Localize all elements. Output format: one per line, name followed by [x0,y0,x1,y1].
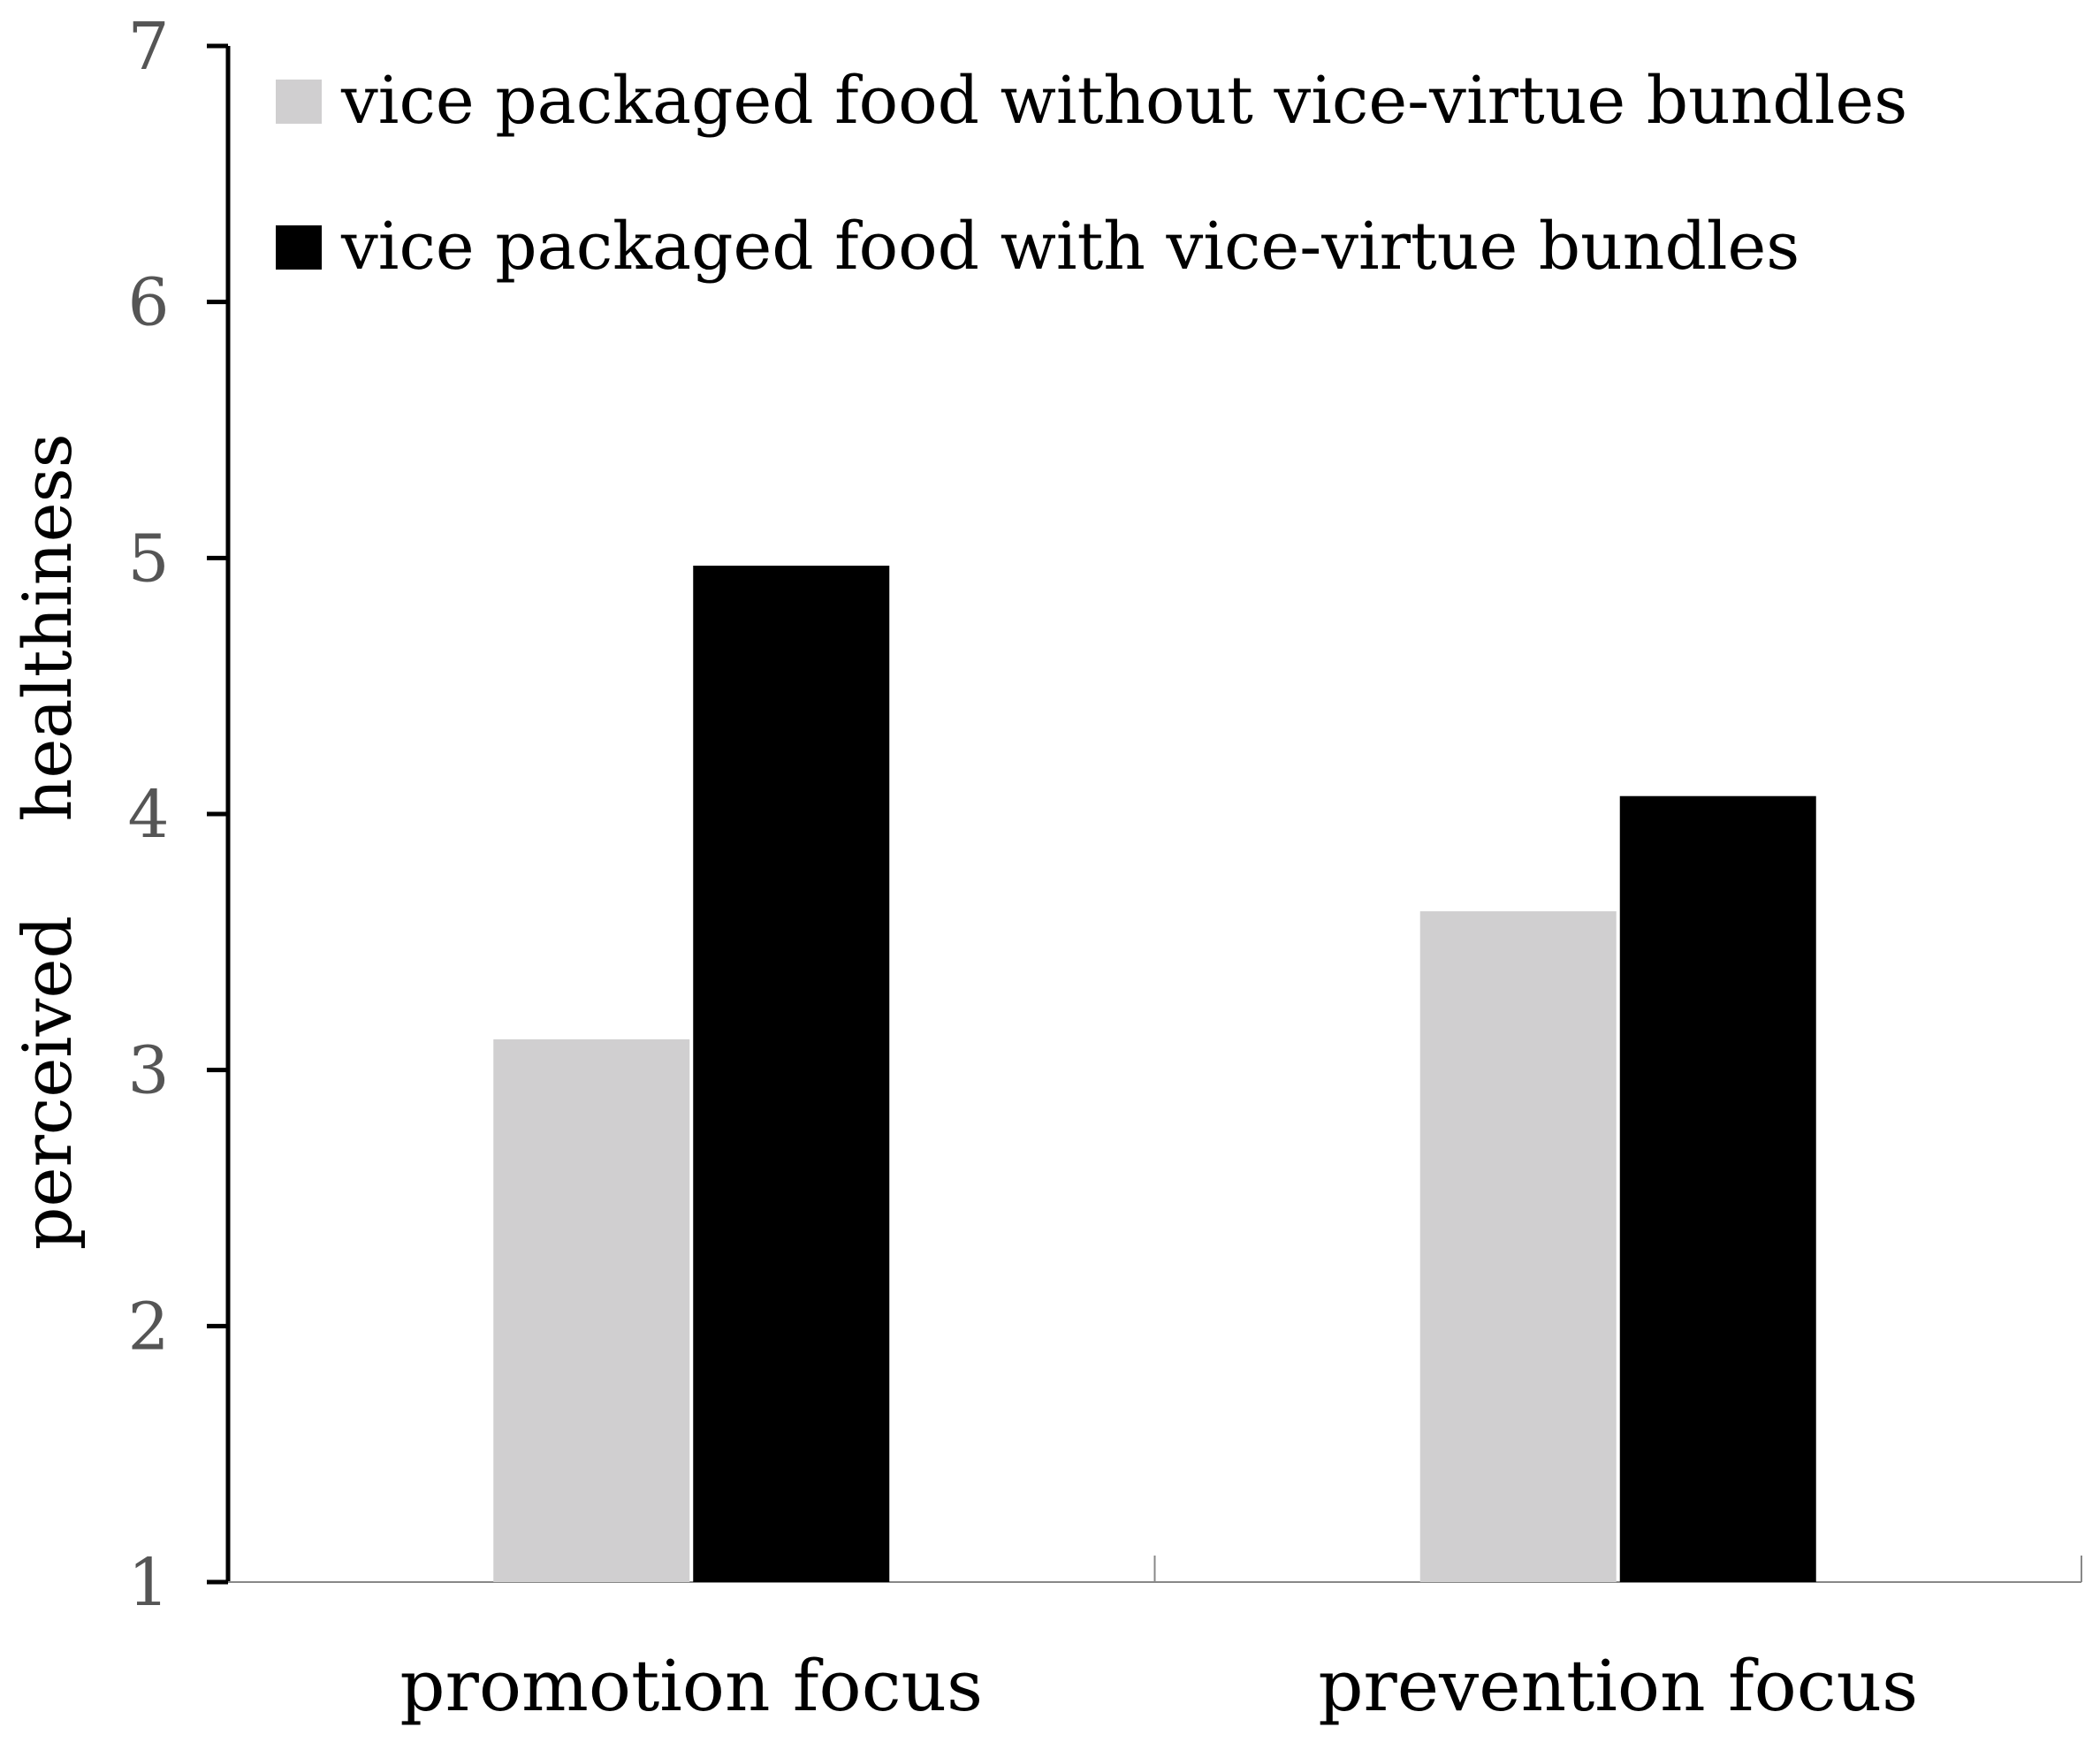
bars-group [493,566,1816,1582]
legend: vice packaged food without vice-virtue b… [276,63,1907,285]
y-axis-title-word: healthiness [8,433,87,821]
y-tick-label: 6 [127,265,169,341]
y-axis: 1 2 3 4 5 6 7 [127,9,231,1621]
category-labels: promotion focus prevention focus [399,1645,1918,1727]
bar [493,1039,690,1582]
legend-label: vice packaged food without vice-virtue b… [340,63,1907,139]
bar [693,566,890,1582]
y-axis-title-word: perceived [8,916,87,1250]
y-tick-label: 7 [127,9,169,85]
legend-swatch [276,225,322,270]
y-tick-label: 5 [127,521,169,597]
bar [1419,911,1617,1582]
bar [1619,795,1816,1582]
y-tick-label: 4 [127,777,169,853]
legend-label: vice packaged food with vice-virtue bund… [340,209,1799,285]
y-axis-title: perceived healthiness [8,433,87,1250]
y-tick-label: 3 [127,1033,169,1109]
y-tick-label: 1 [127,1545,169,1621]
legend-swatch [276,80,322,124]
x-category-label: promotion focus [399,1645,983,1727]
y-tick-label: 2 [127,1289,169,1365]
x-category-label: prevention focus [1318,1645,1918,1727]
